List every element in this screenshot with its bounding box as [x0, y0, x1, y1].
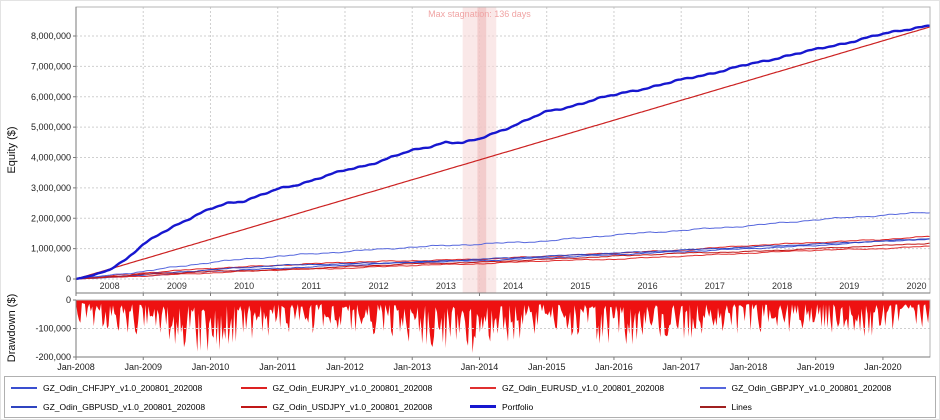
svg-text:2018: 2018	[772, 281, 792, 291]
svg-text:Jan-2011: Jan-2011	[259, 362, 296, 372]
legend-item-lines[interactable]: Lines	[699, 401, 930, 412]
series-GZ_Odin_USDJPY_v1.0_200801_202008	[75, 242, 931, 280]
svg-text:-200,000: -200,000	[35, 352, 71, 362]
svg-text:2010: 2010	[234, 281, 254, 291]
legend-label: GZ_Odin_CHFJPY_v1.0_200801_202008	[43, 382, 203, 393]
chart-legend: GZ_Odin_CHFJPY_v1.0_200801_202008 GZ_Odin…	[4, 376, 936, 418]
legend-line-swatch	[11, 405, 37, 408]
legend-item-portfolio[interactable]: Portfolio	[470, 402, 700, 412]
legend-label: Lines	[731, 401, 752, 412]
equity-axis-title: Equity ($)	[6, 126, 18, 173]
stagnation-band: Max stagnation: 136 days	[428, 7, 531, 293]
series-Portfolio	[75, 24, 930, 281]
legend-item-gz-odin-eurjpy-v1-0-200801-202008[interactable]: GZ_Odin_EURJPY_v1.0_200801_202008	[240, 382, 471, 393]
legend-item-gz-odin-usdjpy-v1-0-200801-202008[interactable]: GZ_Odin_USDJPY_v1.0_200801_202008	[240, 401, 471, 412]
legend-line-swatch	[11, 386, 37, 389]
svg-text:5,000,000: 5,000,000	[31, 122, 71, 132]
stagnation-label: Max stagnation: 136 days	[428, 9, 531, 19]
svg-text:Jan-2008: Jan-2008	[57, 362, 95, 372]
svg-text:8,000,000: 8,000,000	[31, 31, 71, 41]
svg-text:1,000,000: 1,000,000	[31, 244, 71, 254]
plot-frame	[73, 6, 931, 296]
legend-line-swatch	[699, 386, 726, 389]
svg-text:Jan-2009: Jan-2009	[124, 362, 162, 372]
drawdown-axis-title: Drawdown ($)	[6, 294, 18, 362]
legend-line-swatch	[240, 386, 267, 389]
legend-line-swatch	[470, 386, 496, 389]
svg-text:Jan-2010: Jan-2010	[192, 362, 230, 372]
svg-text:4,000,000: 4,000,000	[31, 153, 71, 163]
series-GZ_Odin_GBPJPY_v1.0_200801_202008	[75, 212, 931, 280]
svg-text:Jan-2019: Jan-2019	[797, 362, 835, 372]
svg-text:6,000,000: 6,000,000	[31, 92, 71, 102]
legend-line-swatch	[470, 405, 496, 408]
legend-item-gz-odin-eurusd-v1-0-200801-202008[interactable]: GZ_Odin_EURUSD_v1.0_200801_202008	[470, 383, 700, 393]
legend-line-swatch	[699, 405, 726, 408]
svg-text:Jan-2012: Jan-2012	[326, 362, 364, 372]
svg-text:Jan-2014: Jan-2014	[461, 362, 499, 372]
svg-text:2009: 2009	[167, 281, 187, 291]
svg-text:2,000,000: 2,000,000	[31, 213, 71, 223]
svg-text:2016: 2016	[638, 281, 658, 291]
legend-item-gz-odin-gbpusd-v1-0-200801-202008[interactable]: GZ_Odin_GBPUSD_v1.0_200801_202008	[11, 402, 241, 412]
legend-line-swatch	[240, 405, 267, 408]
svg-text:Jan-2013: Jan-2013	[393, 362, 431, 372]
legend-item-gz-odin-chfjpy-v1-0-200801-202008[interactable]: GZ_Odin_CHFJPY_v1.0_200801_202008	[11, 383, 241, 393]
svg-text:7,000,000: 7,000,000	[31, 61, 71, 71]
svg-text:Jan-2015: Jan-2015	[528, 362, 566, 372]
drawdown-area	[76, 300, 930, 353]
svg-text:Jan-2017: Jan-2017	[662, 362, 700, 372]
svg-text:Jan-2020: Jan-2020	[864, 362, 902, 372]
svg-text:0: 0	[66, 274, 71, 284]
svg-text:Jan-2018: Jan-2018	[730, 362, 768, 372]
svg-text:0: 0	[66, 295, 71, 305]
svg-text:3,000,000: 3,000,000	[31, 183, 71, 193]
legend-item-gz-odin-gbpjpy-v1-0-200801-202008[interactable]: GZ_Odin_GBPJPY_v1.0_200801_202008	[699, 382, 930, 393]
svg-text:2014: 2014	[503, 281, 523, 291]
svg-text:Jan-2016: Jan-2016	[595, 362, 633, 372]
svg-text:2019: 2019	[839, 281, 859, 291]
legend-label: GZ_Odin_GBPUSD_v1.0_200801_202008	[43, 401, 206, 412]
legend-label: GZ_Odin_USDJPY_v1.0_200801_202008	[272, 401, 433, 412]
equity-series	[75, 24, 931, 281]
axis-tick-labels: 0 1,000,000 2,000,000 3,000,000 4,000,000 5,0…	[31, 31, 927, 291]
svg-text:2013: 2013	[436, 281, 456, 291]
legend-label: GZ_Odin_GBPJPY_v1.0_200801_202008	[731, 382, 892, 393]
gridlines	[75, 7, 930, 293]
svg-text:-100,000: -100,000	[35, 324, 71, 334]
svg-text:2020: 2020	[907, 281, 927, 291]
legend-label: GZ_Odin_EURJPY_v1.0_200801_202008	[272, 382, 433, 393]
equity-drawdown-chart: Max stagnation: 136 days 0 1,000,000 2,000…	[6, 6, 931, 372]
legend-label: Portfolio	[502, 401, 534, 412]
svg-text:2012: 2012	[369, 281, 389, 291]
legend-label: GZ_Odin_EURUSD_v1.0_200801_202008	[502, 382, 665, 393]
svg-text:2015: 2015	[570, 281, 590, 291]
series-GZ_Odin_EURUSD_v1.0_200801_202008	[75, 245, 930, 280]
svg-text:2008: 2008	[100, 281, 120, 291]
svg-text:2011: 2011	[302, 281, 321, 291]
series-Lines	[75, 26, 931, 280]
svg-text:2017: 2017	[705, 281, 725, 291]
series-GZ_Odin_GBPUSD_v1.0_200801_202008	[75, 238, 931, 280]
